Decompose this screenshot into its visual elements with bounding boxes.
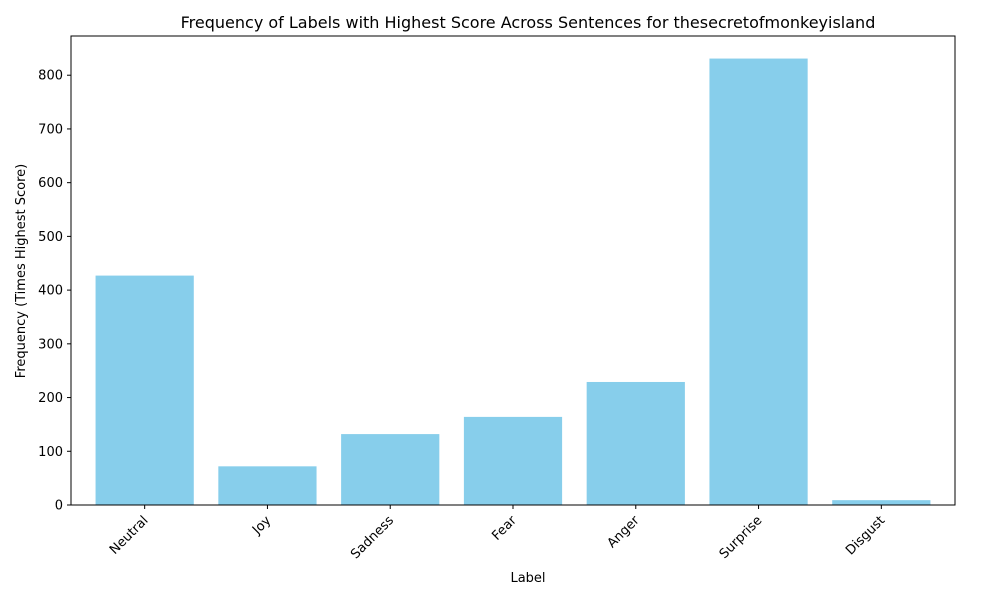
bar-surprise	[709, 58, 808, 506]
x-tick-label: Neutral	[107, 513, 152, 558]
bar-disgust	[832, 500, 931, 505]
y-tick-label: 400	[38, 284, 63, 299]
y-tick-label: 700	[38, 122, 63, 137]
y-axis: 0 100 200 300 400 500 600 700 800	[38, 69, 71, 514]
x-tick-label: Surprise	[717, 513, 766, 562]
y-tick-label: 0	[55, 499, 63, 514]
y-tick-label: 300	[38, 337, 63, 352]
y-tick-label: 100	[38, 445, 63, 460]
bar-joy	[218, 466, 317, 505]
x-tick-label: Anger	[605, 513, 643, 551]
x-axis-label: Label	[510, 571, 545, 586]
chart-title: Frequency of Labels with Highest Score A…	[181, 13, 876, 32]
x-tick-label: Disgust	[843, 513, 888, 558]
y-tick-label: 600	[38, 176, 63, 191]
y-axis-label: Frequency (Times Highest Score)	[14, 164, 29, 378]
x-tick-label: Joy	[249, 513, 274, 538]
bars-group	[95, 58, 931, 506]
bar-fear	[463, 416, 563, 505]
y-tick-label: 200	[38, 391, 63, 406]
plot-frame	[70, 35, 956, 506]
x-tick-label: Sadness	[348, 513, 397, 562]
y-tick-label: 800	[38, 69, 63, 84]
bar-anger	[586, 381, 685, 505]
y-tick-label: 500	[38, 230, 63, 245]
x-axis: Neutral Joy Sadness Fear Anger Surprise Disgus…	[107, 505, 888, 562]
bar-neutral	[95, 275, 194, 505]
x-tick-label: Fear	[489, 513, 520, 544]
bar-sadness	[341, 434, 440, 505]
